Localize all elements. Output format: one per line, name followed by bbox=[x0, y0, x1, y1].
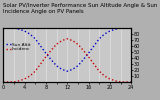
Legend: Sun Altit, Incidenc: Sun Altit, Incidenc bbox=[5, 42, 31, 52]
Text: Solar PV/Inverter Performance Sun Altitude Angle & Sun Incidence Angle on PV Pan: Solar PV/Inverter Performance Sun Altitu… bbox=[3, 3, 158, 14]
